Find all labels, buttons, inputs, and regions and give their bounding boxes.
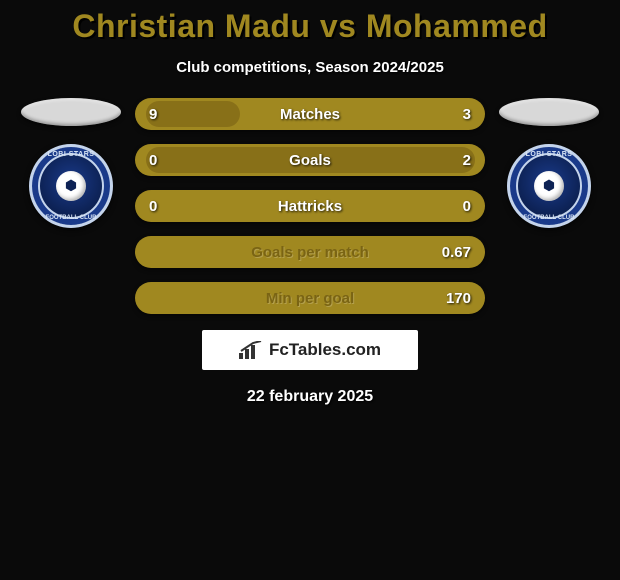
left-club-badge: LOBI STARS FOOTBALL CLUB: [29, 144, 113, 228]
badge-text-top: LOBI STARS: [32, 151, 110, 158]
stat-label: Min per goal: [135, 290, 485, 307]
stat-label: Goals: [135, 152, 485, 169]
badge-text-bot: FOOTBALL CLUB: [32, 215, 110, 221]
brand-box: FcTables.com: [202, 330, 418, 370]
left-column: LOBI STARS FOOTBALL CLUB: [21, 98, 121, 228]
date-line: 22 february 2025: [0, 388, 620, 406]
right-club-badge: LOBI STARS FOOTBALL CLUB: [507, 144, 591, 228]
badge-text-top: LOBI STARS: [510, 151, 588, 158]
brand-text: FcTables.com: [269, 340, 381, 360]
right-flag-oval: [499, 98, 599, 126]
infographic-container: Christian Madu vs Mohammed Club competit…: [0, 0, 620, 406]
stat-right-value: 170: [446, 290, 471, 307]
stat-label: Hattricks: [135, 198, 485, 215]
soccer-ball-icon: [56, 171, 86, 201]
stat-right-value: 2: [463, 152, 471, 169]
stat-bar: 0Goals2: [135, 144, 485, 176]
stat-bar: Min per goal170: [135, 282, 485, 314]
stat-right-value: 0.67: [442, 244, 471, 261]
stat-label: Goals per match: [135, 244, 485, 261]
badge-text-bot: FOOTBALL CLUB: [510, 215, 588, 221]
subtitle: Club competitions, Season 2024/2025: [0, 59, 620, 76]
stats-column: 9Matches30Goals20Hattricks0Goals per mat…: [135, 98, 485, 314]
stat-right-value: 3: [463, 106, 471, 123]
page-title: Christian Madu vs Mohammed: [0, 8, 620, 45]
stat-right-value: 0: [463, 198, 471, 215]
soccer-ball-icon: [534, 171, 564, 201]
stat-bar: Goals per match0.67: [135, 236, 485, 268]
stat-label: Matches: [135, 106, 485, 123]
chart-icon: [239, 341, 263, 359]
stat-bar: 9Matches3: [135, 98, 485, 130]
stat-bar: 0Hattricks0: [135, 190, 485, 222]
main-row: LOBI STARS FOOTBALL CLUB 9Matches30Goals…: [0, 98, 620, 314]
right-column: LOBI STARS FOOTBALL CLUB: [499, 98, 599, 228]
left-flag-oval: [21, 98, 121, 126]
